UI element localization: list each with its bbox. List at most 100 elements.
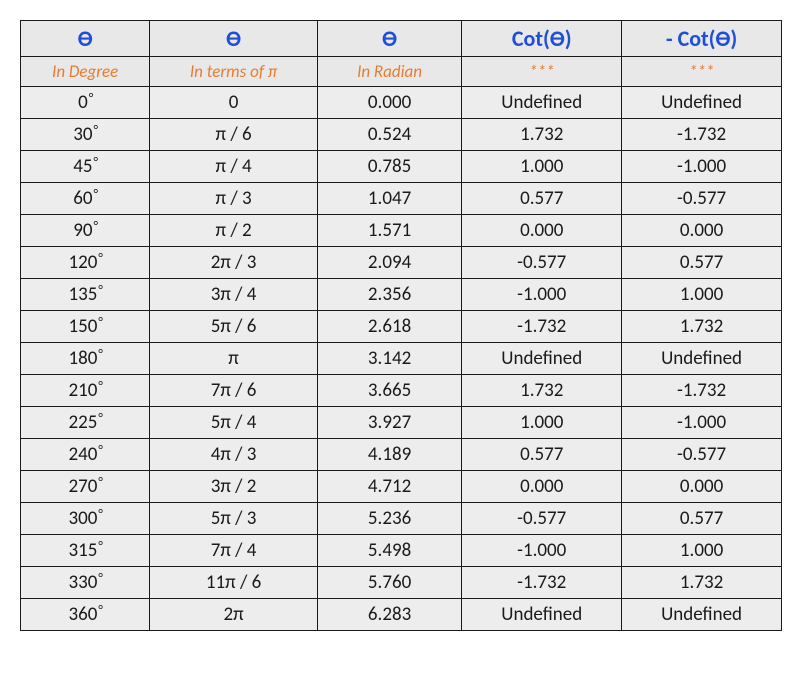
- table-row: 45π / 40.7851.000-1.000: [21, 151, 782, 183]
- cell-degree: 135: [21, 279, 150, 311]
- cell-pi: 5π / 4: [150, 407, 317, 439]
- cell-radian: 4.189: [317, 439, 462, 471]
- table-header-row: ϴ ϴ ϴ Cot(ϴ) - Cot(ϴ): [21, 21, 782, 57]
- cell-neg-cot: 0.000: [622, 471, 782, 503]
- table-row: 1505π / 62.618-1.7321.732: [21, 311, 782, 343]
- cell-degree: 0: [21, 87, 150, 119]
- cell-cot: 0.577: [462, 439, 622, 471]
- cell-radian: 0.785: [317, 151, 462, 183]
- cell-pi: 5π / 6: [150, 311, 317, 343]
- cell-neg-cot: Undefined: [622, 343, 782, 375]
- cell-cot: -0.577: [462, 247, 622, 279]
- cell-pi: 7π / 6: [150, 375, 317, 407]
- cotangent-table-container: ϴ ϴ ϴ Cot(ϴ) - Cot(ϴ) In Degree In terms…: [20, 20, 782, 631]
- cell-neg-cot: -1.732: [622, 119, 782, 151]
- cell-radian: 0.524: [317, 119, 462, 151]
- col-header-theta-pi: ϴ: [150, 21, 317, 57]
- cell-radian: 2.618: [317, 311, 462, 343]
- cell-cot: Undefined: [462, 87, 622, 119]
- cell-neg-cot: 1.000: [622, 535, 782, 567]
- table-row: 30π / 60.5241.732-1.732: [21, 119, 782, 151]
- cell-neg-cot: 0.000: [622, 215, 782, 247]
- cell-neg-cot: -1.732: [622, 375, 782, 407]
- cell-radian: 1.047: [317, 183, 462, 215]
- cell-cot: Undefined: [462, 599, 622, 631]
- cell-degree: 120: [21, 247, 150, 279]
- cell-degree: 315: [21, 535, 150, 567]
- cell-radian: 4.712: [317, 471, 462, 503]
- cell-radian: 1.571: [317, 215, 462, 247]
- cell-cot: -1.000: [462, 279, 622, 311]
- cell-radian: 2.094: [317, 247, 462, 279]
- cell-radian: 0.000: [317, 87, 462, 119]
- table-row: 3157π / 45.498-1.0001.000: [21, 535, 782, 567]
- col-header-cot: Cot(ϴ): [462, 21, 622, 57]
- cell-degree: 210: [21, 375, 150, 407]
- cell-cot: -1.000: [462, 535, 622, 567]
- cell-cot: -1.732: [462, 311, 622, 343]
- table-row: 000.000UndefinedUndefined: [21, 87, 782, 119]
- cell-pi: 5π / 3: [150, 503, 317, 535]
- cell-cot: Undefined: [462, 343, 622, 375]
- cell-pi: π / 2: [150, 215, 317, 247]
- cell-cot: 1.732: [462, 375, 622, 407]
- cell-cot: 0.000: [462, 215, 622, 247]
- cell-neg-cot: 1.000: [622, 279, 782, 311]
- cell-cot: -1.732: [462, 567, 622, 599]
- cell-pi: π / 6: [150, 119, 317, 151]
- cell-neg-cot: -0.577: [622, 439, 782, 471]
- col-header-theta-deg: ϴ: [21, 21, 150, 57]
- table-row: 3005π / 35.236-0.5770.577: [21, 503, 782, 535]
- cell-pi: 4π / 3: [150, 439, 317, 471]
- cell-pi: 2π: [150, 599, 317, 631]
- cell-pi: π / 4: [150, 151, 317, 183]
- table-row: 1353π / 42.356-1.0001.000: [21, 279, 782, 311]
- cell-pi: 3π / 4: [150, 279, 317, 311]
- cell-pi: 2π / 3: [150, 247, 317, 279]
- table-row: 33011π / 65.760-1.7321.732: [21, 567, 782, 599]
- cell-degree: 180: [21, 343, 150, 375]
- cell-pi: π: [150, 343, 317, 375]
- col-sub-pi: In terms of π: [150, 57, 317, 87]
- cell-radian: 2.356: [317, 279, 462, 311]
- table-subheader-row: In Degree In terms of π In Radian *** **…: [21, 57, 782, 87]
- cell-degree: 150: [21, 311, 150, 343]
- cell-degree: 225: [21, 407, 150, 439]
- cell-radian: 5.236: [317, 503, 462, 535]
- col-header-theta-rad: ϴ: [317, 21, 462, 57]
- cell-radian: 6.283: [317, 599, 462, 631]
- cell-neg-cot: Undefined: [622, 599, 782, 631]
- table-row: 2404π / 34.1890.577-0.577: [21, 439, 782, 471]
- col-sub-cot: ***: [462, 57, 622, 87]
- cell-radian: 5.498: [317, 535, 462, 567]
- cell-radian: 3.142: [317, 343, 462, 375]
- table-row: 2703π / 24.7120.0000.000: [21, 471, 782, 503]
- col-sub-radian: In Radian: [317, 57, 462, 87]
- cell-cot: 1.732: [462, 119, 622, 151]
- cell-neg-cot: -0.577: [622, 183, 782, 215]
- cell-cot: 1.000: [462, 151, 622, 183]
- col-sub-ncot: ***: [622, 57, 782, 87]
- cell-degree: 30: [21, 119, 150, 151]
- table-row: 1202π / 32.094-0.5770.577: [21, 247, 782, 279]
- col-header-neg-cot: - Cot(ϴ): [622, 21, 782, 57]
- cell-neg-cot: 1.732: [622, 311, 782, 343]
- cell-pi: π / 3: [150, 183, 317, 215]
- cell-neg-cot: 0.577: [622, 247, 782, 279]
- table-body: 000.000UndefinedUndefined30π / 60.5241.7…: [21, 87, 782, 631]
- cell-neg-cot: -1.000: [622, 151, 782, 183]
- table-row: 180π3.142UndefinedUndefined: [21, 343, 782, 375]
- cell-neg-cot: Undefined: [622, 87, 782, 119]
- cell-degree: 90: [21, 215, 150, 247]
- cell-pi: 7π / 4: [150, 535, 317, 567]
- cell-degree: 240: [21, 439, 150, 471]
- table-row: 2255π / 43.9271.000-1.000: [21, 407, 782, 439]
- cell-degree: 300: [21, 503, 150, 535]
- cell-radian: 5.760: [317, 567, 462, 599]
- cell-degree: 330: [21, 567, 150, 599]
- cell-cot: 1.000: [462, 407, 622, 439]
- cell-pi: 3π / 2: [150, 471, 317, 503]
- cell-radian: 3.665: [317, 375, 462, 407]
- cell-pi: 0: [150, 87, 317, 119]
- cell-neg-cot: -1.000: [622, 407, 782, 439]
